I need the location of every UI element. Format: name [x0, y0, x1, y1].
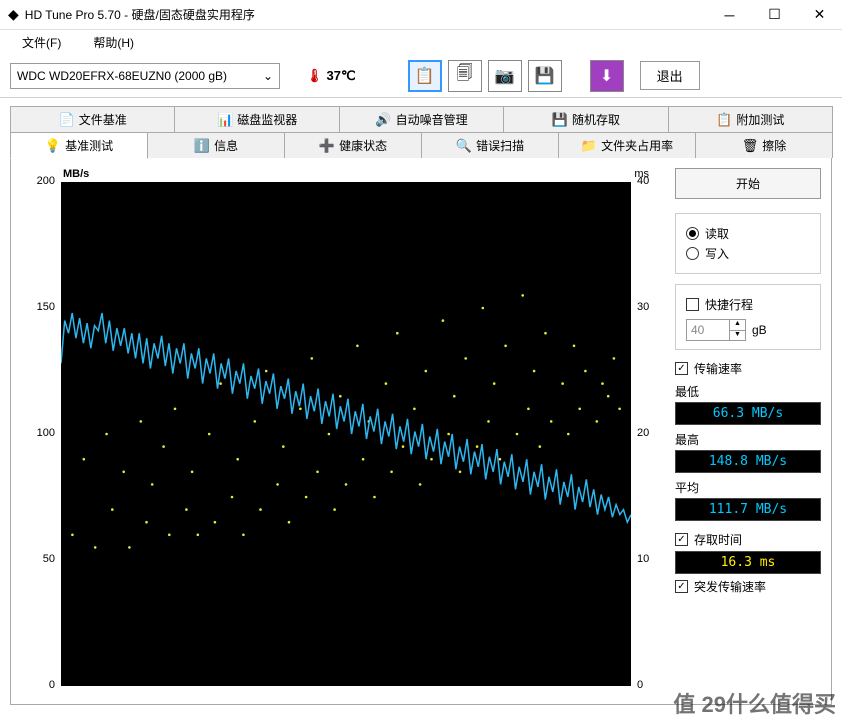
tab-label: 基准测试: [65, 137, 113, 154]
tab-label: 信息: [214, 137, 238, 154]
copy-info-button[interactable]: 📋: [408, 60, 442, 92]
transfer-check[interactable]: ✓ 传输速率: [675, 360, 821, 377]
avg-label: 平均: [675, 479, 821, 496]
maximize-button[interactable]: ☐: [752, 0, 797, 29]
toolbar: WDC WD20EFRX-68EUZN0 (2000 gB) ⌄ 🌡 37℃ 📋…: [0, 54, 842, 98]
temperature: 🌡 37℃: [306, 68, 356, 84]
chart-zone: MB/s ms 050100150200010203040: [21, 168, 661, 694]
max-value: 148.8 MB/s: [675, 450, 821, 473]
short-stroke-value[interactable]: 40 ▲▼: [686, 319, 746, 341]
tab-随机存取[interactable]: 💾随机存取: [503, 106, 668, 132]
min-value: 66.3 MB/s: [675, 402, 821, 425]
thermometer-icon: 🌡: [306, 68, 323, 84]
benchmark-chart: [61, 182, 631, 686]
y-left-tick: 150: [25, 301, 55, 313]
window-title: HD Tune Pro 5.70 - 硬盘/固态硬盘实用程序: [25, 6, 707, 23]
tab-自动噪音管理[interactable]: 🔊 自动噪音管理: [339, 106, 504, 132]
menubar: 文件(F) 帮助(H): [0, 30, 842, 54]
menu-file[interactable]: 文件(F): [6, 32, 77, 53]
max-label: 最高: [675, 431, 821, 448]
tab-icon: 📄: [59, 112, 75, 128]
save-button[interactable]: 💾: [528, 60, 562, 92]
radio-write[interactable]: 写入: [686, 245, 810, 262]
start-button[interactable]: 开始: [675, 168, 821, 199]
spin-up[interactable]: ▲: [730, 320, 745, 331]
tab-icon: 📁: [581, 138, 597, 154]
tab-擦除[interactable]: 🗑擦除: [695, 132, 833, 158]
tab-磁盘监视器[interactable]: 📊磁盘监视器: [174, 106, 339, 132]
mode-group: 读取 写入: [675, 213, 821, 274]
tab-附加测试[interactable]: 📋附加测试: [668, 106, 833, 132]
tab-信息[interactable]: ℹ️信息: [147, 132, 285, 158]
tab-错误扫描[interactable]: 🔍错误扫描: [421, 132, 559, 158]
tab-icon: 📋: [716, 112, 732, 128]
tab-label: 擦除: [762, 137, 786, 154]
drive-select[interactable]: WDC WD20EFRX-68EUZN0 (2000 gB) ⌄: [10, 63, 280, 89]
benchmark-content: MB/s ms 050100150200010203040 开始 读取 写入 快…: [10, 157, 832, 705]
avg-value: 111.7 MB/s: [675, 498, 821, 521]
chevron-down-icon: ⌄: [263, 69, 273, 83]
y-left-tick: 0: [25, 679, 55, 691]
titlebar: ◆ HD Tune Pro 5.70 - 硬盘/固态硬盘实用程序 ─ ☐ ✕: [0, 0, 842, 30]
y-right-tick: 10: [637, 553, 657, 565]
copy-screenshot-button[interactable]: 🗐: [448, 60, 482, 92]
y-right-tick: 40: [637, 175, 657, 187]
y-left-tick: 100: [25, 427, 55, 439]
spin-down[interactable]: ▼: [730, 331, 745, 341]
y-left-label: MB/s: [63, 168, 89, 180]
y-left-tick: 50: [25, 553, 55, 565]
app-icon: ◆: [8, 6, 19, 23]
tab-icon: ℹ️: [194, 138, 210, 154]
tab-label: 文件基准: [79, 111, 127, 128]
drive-name: WDC WD20EFRX-68EUZN0 (2000 gB): [17, 69, 227, 83]
tab-label: 自动噪音管理: [396, 111, 468, 128]
tab-健康状态[interactable]: ➕健康状态: [284, 132, 422, 158]
tab-文件夹占用率[interactable]: 📁文件夹占用率: [558, 132, 696, 158]
tab-文件基准[interactable]: 📄文件基准: [10, 106, 175, 132]
access-value: 16.3 ms: [675, 551, 821, 574]
tab-icon: 🔊: [375, 112, 391, 128]
radio-read[interactable]: 读取: [686, 225, 810, 242]
tab-icon: 🗑: [742, 138, 759, 154]
tab-label: 附加测试: [736, 111, 784, 128]
tab-icon: 🔍: [456, 138, 472, 154]
tab-icon: 📊: [217, 112, 233, 128]
short-stroke-check[interactable]: 快捷行程: [686, 296, 810, 313]
tab-icon: ➕: [319, 138, 335, 154]
y-right-tick: 20: [637, 427, 657, 439]
tab-icon: 💡: [45, 138, 61, 154]
access-check[interactable]: ✓ 存取时间: [675, 531, 821, 548]
exit-button[interactable]: 退出: [640, 61, 700, 90]
menu-help[interactable]: 帮助(H): [77, 32, 150, 53]
y-left-tick: 200: [25, 175, 55, 187]
tab-label: 错误扫描: [476, 137, 524, 154]
tab-label: 健康状态: [339, 137, 387, 154]
tab-label: 随机存取: [572, 111, 620, 128]
tab-icon: 💾: [552, 112, 568, 128]
close-button[interactable]: ✕: [797, 0, 842, 29]
tabs-area: 📄文件基准📊磁盘监视器🔊自动噪音管理💾随机存取📋附加测试 💡基准测试ℹ️信息➕健…: [0, 98, 842, 705]
minimize-button[interactable]: ─: [707, 0, 752, 29]
burst-check[interactable]: ✓ 突发传输速率: [675, 578, 821, 595]
tab-label: 文件夹占用率: [601, 137, 673, 154]
tab-基准测试[interactable]: 💡基准测试: [10, 132, 148, 159]
short-stroke-group: 快捷行程 40 ▲▼ gB: [675, 284, 821, 350]
options-button[interactable]: ⬇: [590, 60, 624, 92]
screenshot-button[interactable]: 📷: [488, 60, 522, 92]
tab-label: 磁盘监视器: [237, 111, 297, 128]
temperature-value: 37℃: [327, 68, 356, 84]
y-right-tick: 30: [637, 301, 657, 313]
min-label: 最低: [675, 383, 821, 400]
y-right-tick: 0: [637, 679, 657, 691]
side-panel: 开始 读取 写入 快捷行程 40 ▲: [661, 168, 821, 694]
